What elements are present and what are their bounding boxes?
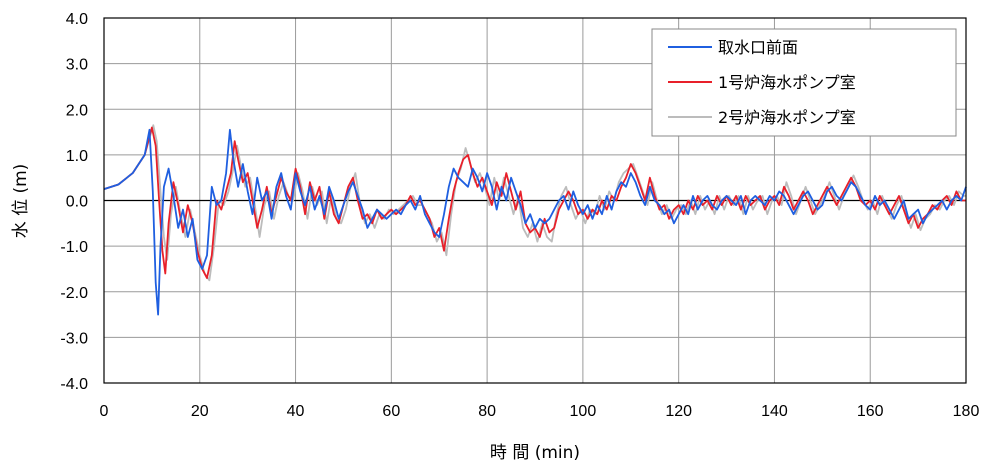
plot-area-frame [103,17,967,384]
series-line-0 [103,128,967,316]
x-tick-label: 20 [191,403,209,420]
x-tick-label: 120 [665,403,692,420]
y-tick-label: 0.0 [66,194,88,211]
y-tick-labels: -4.0 -3.0 -2.0 -1.0 0.0 1.0 2.0 3.0 4.0 [60,11,88,393]
y-tick-label: -2.0 [60,285,88,302]
y-tick-label: -4.0 [60,376,88,393]
x-tick-label: 160 [857,403,884,420]
y-tick-label: -1.0 [60,239,88,256]
x-tick-labels: 0 20 40 60 80 100 120 140 160 180 [100,403,980,420]
x-tick-label: 80 [478,403,496,420]
legend-label-1: 1号炉海水ポンプ室 [718,73,856,92]
y-tick-label: 1.0 [66,148,88,165]
y-tick-label: 4.0 [66,11,88,28]
y-tick-label: 2.0 [66,102,88,119]
legend-label-2: 2号炉海水ポンプ室 [718,108,856,127]
y-axis-title: 水 位 (m) [11,164,31,239]
x-tick-label: 40 [287,403,305,420]
legend: 取水口前面 1号炉海水ポンプ室 2号炉海水ポンプ室 [651,28,957,137]
legend-label-0: 取水口前面 [718,38,798,57]
x-axis-title: 時 間 (min) [490,443,580,463]
x-tick-label: 140 [761,403,788,420]
series-lines [103,124,967,316]
x-tick-label: 60 [382,403,400,420]
x-tick-label: 100 [570,403,597,420]
x-tick-label: 0 [100,403,109,420]
x-tick-label: 180 [953,403,980,420]
y-tick-label: -3.0 [60,330,88,347]
y-tick-label: 3.0 [66,57,88,74]
series-line-1 [103,126,966,279]
